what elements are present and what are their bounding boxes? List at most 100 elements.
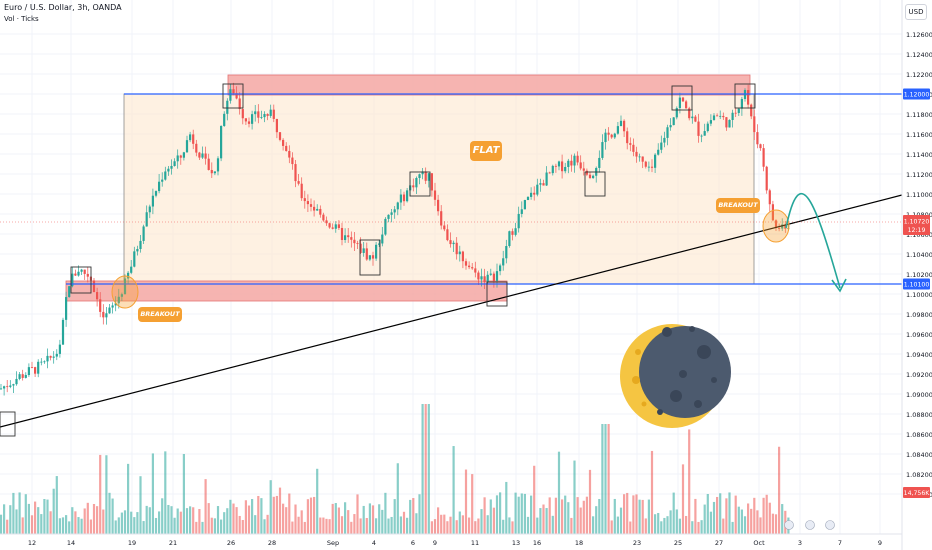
volume-bar — [672, 492, 675, 534]
volume-bar — [334, 503, 337, 534]
candle-body — [508, 231, 511, 247]
candle-body — [350, 237, 353, 240]
x-tick-label: 7 — [838, 539, 842, 547]
x-tick-label: 28 — [268, 539, 276, 547]
candle-body — [762, 148, 765, 167]
candle-body — [688, 108, 691, 119]
symbol-title: Euro / U.S. Dollar, 3h, OANDA — [4, 3, 122, 12]
candle-body — [610, 134, 613, 138]
volume-bar — [347, 510, 350, 534]
breakout-label-left: BREAKOUT — [138, 307, 182, 322]
candle-body — [74, 273, 77, 276]
candle-body — [362, 248, 365, 253]
candle-body — [545, 172, 548, 186]
volume-bar — [471, 474, 474, 534]
candle-body — [709, 120, 712, 124]
candle-body — [750, 104, 753, 117]
candle-body — [412, 185, 415, 188]
currency-button[interactable]: USD — [905, 4, 927, 20]
candle-body — [133, 251, 136, 267]
volume-bar — [778, 446, 781, 534]
x-tick-label: 26 — [227, 539, 235, 547]
volume-bar — [675, 509, 678, 534]
candle-body — [573, 155, 576, 166]
volume-bar — [127, 463, 130, 534]
volume-bar — [774, 514, 778, 534]
volume-bar — [148, 507, 151, 534]
candle-body — [455, 242, 458, 255]
candle-body — [765, 166, 768, 191]
volume-bar — [139, 476, 142, 534]
volume-bar — [402, 511, 406, 534]
candle-body — [452, 242, 455, 245]
volume-bar — [545, 508, 548, 534]
candle-body — [424, 171, 427, 181]
volume-bar — [247, 505, 251, 534]
volume-bar — [381, 509, 384, 534]
candle-body — [226, 100, 229, 114]
volume-bar — [557, 451, 561, 534]
volume-bar — [179, 511, 182, 534]
volume-bar — [133, 517, 136, 534]
volume-bar — [254, 515, 257, 534]
volume-bar — [378, 504, 381, 534]
candle-body — [322, 214, 325, 221]
highlight-box — [359, 239, 381, 276]
candle-body — [331, 227, 334, 229]
candle-body — [554, 165, 557, 167]
candle-body — [80, 269, 83, 272]
candle-body — [189, 134, 192, 141]
candle-body — [561, 161, 564, 172]
volume-bar — [595, 506, 598, 534]
volume-bar — [536, 517, 539, 534]
volume-bar — [430, 521, 433, 534]
highlight-box — [671, 85, 693, 111]
candle-body — [461, 251, 464, 262]
volume-bar — [130, 511, 133, 534]
volume-bar — [753, 497, 756, 534]
candle-body — [241, 109, 244, 119]
x-tick-label: 12 — [28, 539, 36, 547]
volume-bar — [226, 508, 229, 534]
candle-body — [182, 152, 185, 158]
volume-bar — [328, 519, 331, 534]
candle-body — [359, 243, 362, 253]
volume-bar — [99, 454, 102, 534]
volume-bar — [43, 499, 46, 534]
volume-bar — [167, 504, 170, 534]
candle-body — [285, 145, 288, 151]
y-tick-label: 1.09400 — [906, 351, 932, 359]
candle-body — [37, 361, 40, 374]
y-tick-label: 1.11000 — [906, 191, 932, 199]
volume-bar — [15, 509, 18, 534]
volume-bar — [406, 517, 409, 534]
volume-bar — [740, 509, 743, 534]
volume-bar — [387, 518, 390, 534]
candle-body — [681, 97, 685, 102]
overlays — [0, 83, 903, 437]
volume-bar — [272, 496, 275, 534]
candle-body — [291, 157, 294, 165]
candle-body — [148, 206, 151, 213]
candle-body — [753, 116, 756, 133]
volume-bar — [108, 492, 111, 534]
volume-bar — [120, 512, 123, 534]
volume-bar — [210, 517, 213, 534]
volume-bar — [195, 521, 198, 534]
candle-body — [55, 353, 58, 357]
y-tick-label: 1.11800 — [906, 111, 932, 119]
candle-body — [263, 114, 266, 118]
candle-body — [477, 272, 480, 280]
candle-body — [579, 162, 582, 169]
volume-bar — [83, 508, 86, 534]
volume-bar — [632, 495, 635, 534]
volume-bar — [762, 497, 765, 534]
candle-body — [378, 243, 381, 245]
candles — [0, 82, 790, 396]
candle-body — [495, 271, 499, 281]
volume-bar — [523, 493, 526, 534]
volume-bar — [340, 516, 344, 534]
volume-bar — [204, 479, 207, 534]
candle-body — [300, 183, 303, 199]
